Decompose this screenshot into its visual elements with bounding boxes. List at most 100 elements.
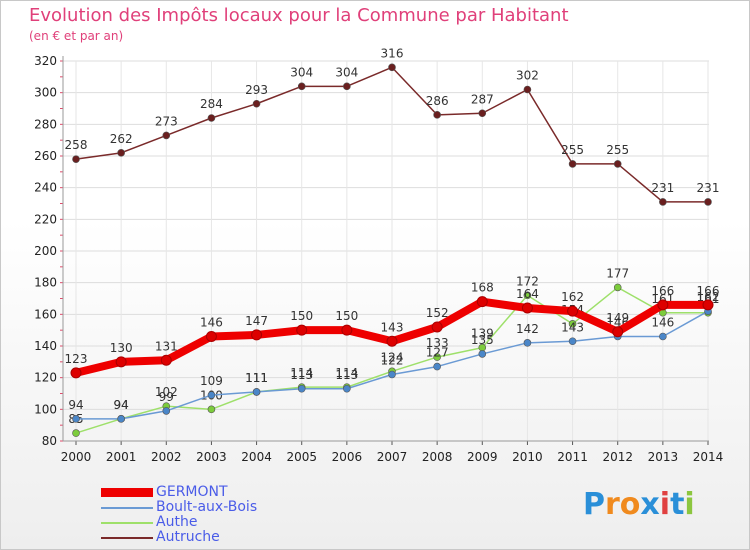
brand-letter: P [583,487,605,522]
data-point-autruche [433,111,441,119]
data-point-boult-aux-bois [343,384,351,393]
chart-subtitle: (en € et par an) [29,29,124,43]
x-tick-label: 2007 [377,450,408,464]
data-point-germont [205,331,217,342]
data-point-authe [568,320,577,328]
data-label-authe: 133 [426,336,449,350]
data-point-autruche [704,198,712,206]
data-point-germont [521,302,533,314]
x-tick-label: 2006 [332,450,363,464]
data-label-germont: 131 [155,339,178,353]
y-tick-label: 300 [34,86,57,100]
x-tick-label: 2003 [196,450,227,464]
legend-swatch-autruche [101,537,153,539]
y-tick-label: 120 [34,371,57,385]
data-label-boult-aux-bois: 94 [68,398,83,412]
x-tick-label: 2009 [467,450,498,464]
data-point-autruche [388,63,396,72]
data-point-autruche [523,85,532,94]
y-tick-label: 80 [42,434,57,448]
data-label-germont: 152 [426,306,449,320]
brand-letter: i [659,487,671,522]
data-label-germont: 149 [606,311,629,325]
legend-label-authe: Authe [156,514,198,530]
data-point-boult-aux-bois [207,391,216,399]
legend-label-autruche: Autruche [156,529,220,545]
data-label-autruche: 231 [651,181,674,195]
x-tick-label: 2012 [602,450,633,464]
data-label-germont: 130 [110,341,133,355]
y-tick-label: 260 [34,149,57,163]
legend: GERMONT Boult-aux-Bois Authe Autruche [101,485,401,545]
data-label-boult-aux-bois: 142 [516,322,539,336]
data-label-boult-aux-bois: 146 [651,316,674,330]
data-point-autruche [613,160,622,168]
data-label-boult-aux-bois: 122 [381,354,404,368]
data-label-autruche: 255 [561,143,584,157]
data-label-boult-aux-bois: 127 [426,346,449,360]
data-label-germont: 150 [335,309,358,323]
data-label-germont: 143 [381,320,404,334]
series-germont: 123 130 131 146 147 150 150 143 152 168 164 162 149 1… [65,281,720,379]
data-label-germont: 123 [65,352,88,366]
data-label-germont: 162 [561,290,584,304]
data-point-germont [341,324,353,336]
legend-label-germont: GERMONT [156,484,228,500]
data-label-germont: 168 [471,281,494,295]
data-label-authe: 172 [516,274,539,288]
data-point-germont [702,299,714,311]
data-point-boult-aux-bois [659,332,667,341]
data-point-autruche [117,149,125,157]
data-label-autruche: 258 [65,138,88,152]
data-point-boult-aux-bois [478,350,487,358]
data-label-germont: 166 [697,284,720,298]
y-tick-label: 280 [34,117,57,131]
data-label-germont: 150 [290,309,313,323]
data-point-authe [433,353,441,361]
data-label-boult-aux-bois: 135 [471,333,494,347]
data-label-germont: 146 [200,316,223,330]
x-tick-label: 2000 [61,450,92,464]
data-point-authe [523,291,532,300]
data-label-authe: 102 [155,385,178,399]
y-tick-label: 100 [34,402,57,416]
brand-letter: t [670,487,685,522]
data-point-autruche [252,99,261,108]
data-point-boult-aux-bois [117,415,125,423]
x-tick-label: 2011 [557,450,588,464]
chart-title: Evolution des Impôts locaux pour la Comm… [29,5,569,26]
brand-letter: r [605,487,620,522]
x-tick-label: 2002 [151,450,182,464]
data-label-authe: 124 [381,350,404,364]
grid [63,60,709,442]
series-autruche: 258 262 273 284 293 304 304 316 286 287 302 255 255 2… [65,46,719,206]
data-point-boult-aux-bois [433,362,441,371]
data-label-autruche: 302 [516,69,539,83]
data-point-autruche [659,198,667,206]
data-point-germont [567,305,579,317]
y-tick-label: 200 [34,244,57,258]
y-tick-label: 160 [34,307,57,321]
proxiti-logo: Proxiti [583,485,695,525]
legend-swatch-authe [101,522,153,524]
data-label-autruche: 287 [471,92,494,106]
data-label-autruche: 273 [155,114,178,128]
data-point-germont [386,335,398,347]
x-tick-label: 2014 [693,450,724,464]
brand-letter: i [684,487,695,522]
data-point-germont [431,321,443,333]
brand-letter: x [640,487,660,522]
data-point-boult-aux-bois [72,415,80,423]
data-point-germont [115,356,127,368]
legend-label-boult-aux-bois: Boult-aux-Bois [156,499,258,515]
data-label-autruche: 262 [110,132,133,146]
x-tick-label: 2013 [648,450,679,464]
data-point-germont [476,296,488,308]
data-point-boult-aux-bois [523,339,532,347]
data-label-boult-aux-bois: 113 [290,368,313,382]
data-point-autruche [297,82,306,91]
data-point-boult-aux-bois [252,388,261,396]
data-label-boult-aux-bois: 99 [159,390,174,404]
